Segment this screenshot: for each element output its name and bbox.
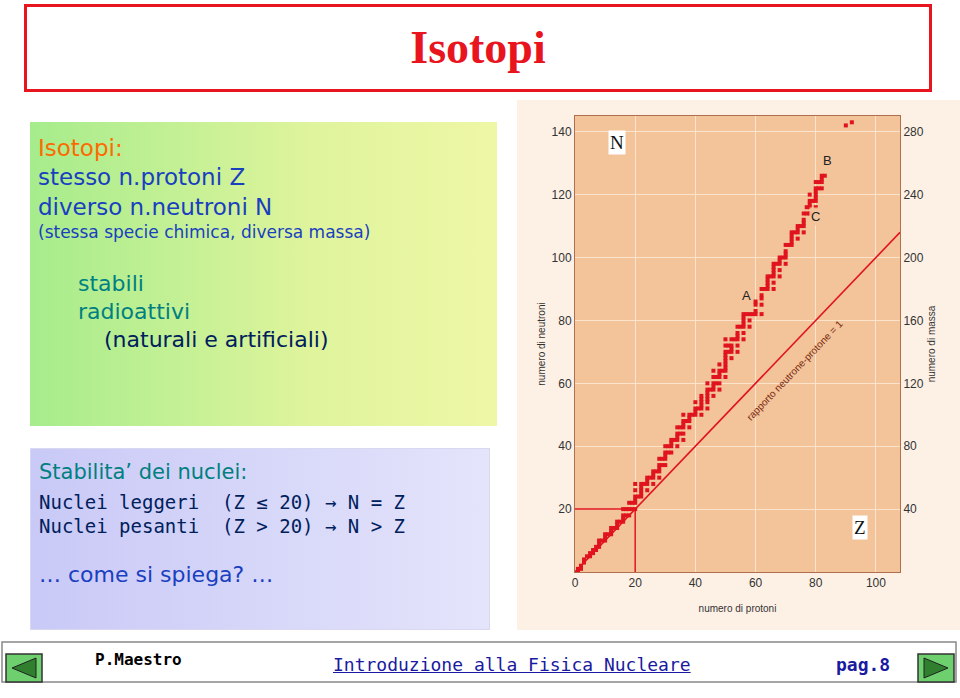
svg-text:100: 100 bbox=[866, 576, 886, 590]
html-text:stesso n.protoni Z: stesso n.protoni Z bbox=[38, 164, 246, 191]
svg-text:0: 0 bbox=[572, 576, 579, 590]
svg-text:numero di neutroni: numero di neutroni bbox=[536, 302, 547, 385]
svg-text:C: C bbox=[811, 209, 820, 224]
html-text:Isotopi:: Isotopi: bbox=[38, 135, 123, 161]
html-text:Isotopi: Isotopi bbox=[410, 22, 546, 73]
svg-text:20: 20 bbox=[558, 502, 572, 516]
svg-text:80: 80 bbox=[903, 439, 917, 453]
svg-text:numero di protoni: numero di protoni bbox=[699, 603, 777, 614]
html-text:diverso n.neutroni N: diverso n.neutroni N bbox=[38, 193, 273, 220]
html-text:Nuclei pesanti (Z > 20) → N >: Nuclei pesanti (Z > 20) → N > Z bbox=[39, 515, 405, 538]
svg-text:120: 120 bbox=[903, 377, 923, 391]
svg-text:240: 240 bbox=[903, 188, 923, 202]
svg-text:40: 40 bbox=[558, 439, 572, 453]
html-text:(naturali e artificiali): (naturali e artificiali) bbox=[104, 327, 329, 353]
svg-text:140: 140 bbox=[552, 125, 572, 139]
svg-text:40: 40 bbox=[903, 502, 917, 516]
html-text:Nuclei leggeri (Z ≤ 20) → N =: Nuclei leggeri (Z ≤ 20) → N = Z bbox=[39, 490, 405, 513]
svg-text:200: 200 bbox=[903, 251, 923, 265]
html-text:… come si spiega? …: … come si spiega? … bbox=[39, 561, 274, 587]
svg-text:N: N bbox=[610, 132, 624, 153]
html-text:pag.8: pag.8 bbox=[836, 654, 891, 675]
html-text:Stabilita’ dei nuclei:: Stabilita’ dei nuclei: bbox=[39, 460, 248, 484]
html-text:radioattivi: radioattivi bbox=[78, 299, 190, 325]
svg-text:60: 60 bbox=[749, 576, 763, 590]
svg-text:20: 20 bbox=[629, 576, 643, 590]
svg-text:numero di massa: numero di massa bbox=[926, 305, 937, 382]
svg-text:80: 80 bbox=[558, 314, 572, 328]
html-text:Introduzione alla Fisica Nucle: Introduzione alla Fisica Nucleare bbox=[333, 654, 691, 675]
svg-text:120: 120 bbox=[552, 188, 572, 202]
svg-text:160: 160 bbox=[903, 314, 923, 328]
svg-text:A: A bbox=[742, 288, 751, 303]
svg-text:40: 40 bbox=[689, 576, 703, 590]
svg-text:60: 60 bbox=[558, 377, 572, 391]
html-text:(stessa specie chimica, divers: (stessa specie chimica, diversa massa) bbox=[38, 222, 371, 243]
svg-text:280: 280 bbox=[903, 125, 923, 139]
html-text:P.Maestro: P.Maestro bbox=[95, 650, 182, 669]
svg-text:rapporto neutrone-protone = 1: rapporto neutrone-protone = 1 bbox=[744, 318, 845, 423]
svg-text:Z: Z bbox=[854, 517, 866, 538]
svg-text:B: B bbox=[823, 153, 832, 168]
html-text:stabili: stabili bbox=[78, 271, 144, 297]
svg-text:100: 100 bbox=[552, 251, 572, 265]
svg-text:80: 80 bbox=[809, 576, 823, 590]
